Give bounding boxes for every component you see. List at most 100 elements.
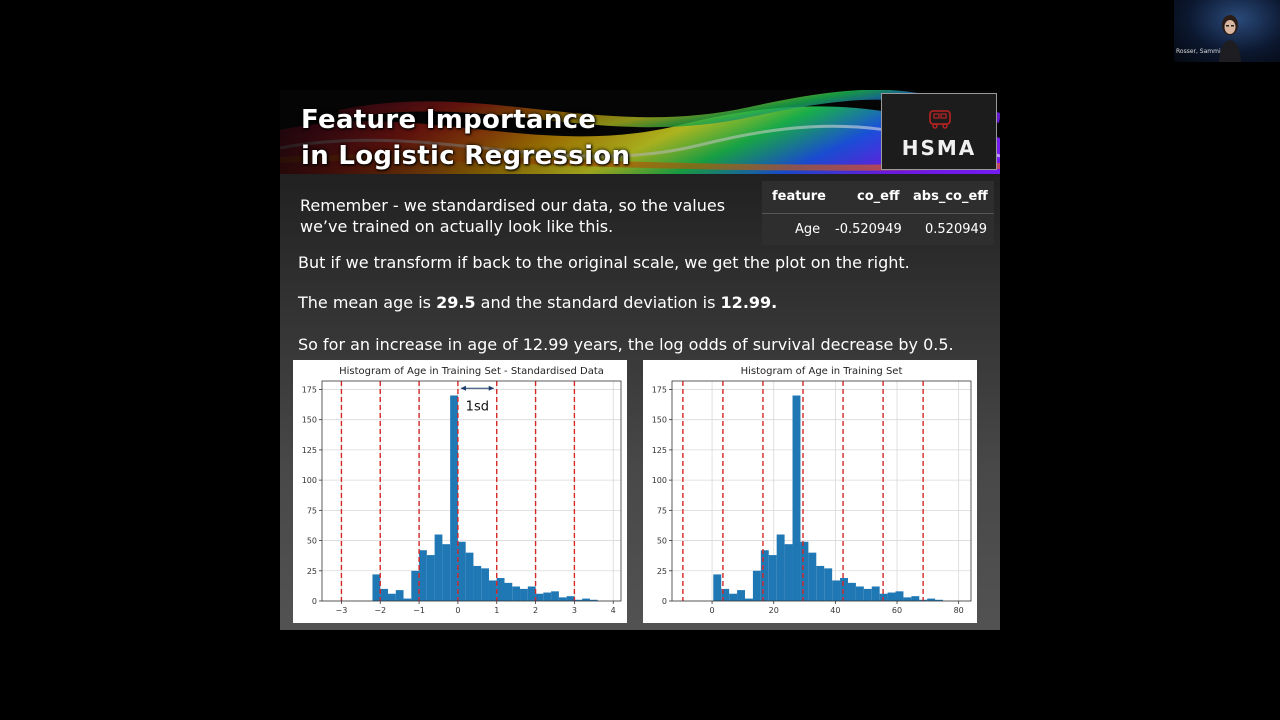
histogram-bar bbox=[847, 582, 856, 601]
histogram-bar bbox=[729, 593, 738, 601]
participant-name: Rosser, Sammi bbox=[1176, 48, 1221, 55]
y-tick-label: 100 bbox=[302, 476, 317, 485]
paragraph-transform: But if we transform if back to the origi… bbox=[298, 253, 910, 272]
histogram-bar bbox=[871, 586, 880, 601]
y-tick-label: 150 bbox=[652, 416, 667, 425]
sd-value: 12.99. bbox=[720, 293, 778, 312]
rainbow-banner-graphic bbox=[280, 90, 1000, 174]
histogram-bar bbox=[372, 574, 381, 601]
coefficient-table: feature co_eff abs_co_eff Age -0.520949 … bbox=[762, 181, 994, 245]
histogram-bar bbox=[481, 568, 489, 601]
y-tick-label: 50 bbox=[657, 537, 667, 546]
plot-frame bbox=[671, 380, 972, 602]
histogram-bar bbox=[512, 586, 521, 601]
y-tick-label: 0 bbox=[662, 597, 667, 606]
histogram-bar bbox=[784, 544, 793, 601]
x-tick-label: 0 bbox=[710, 606, 715, 615]
participant-video-tile[interactable]: Rosser, Sammi bbox=[1174, 0, 1280, 62]
sd-arrow-head-left bbox=[460, 385, 466, 391]
table-cell-coeff: -0.520949 bbox=[835, 222, 902, 237]
slide-banner: Feature Importance in Logistic Regressio… bbox=[280, 90, 1000, 174]
sd-annotation-label: 1sd bbox=[466, 399, 489, 414]
histogram-bar bbox=[434, 534, 443, 601]
paragraph-remember-line1: Remember - we standardised our data, so … bbox=[300, 196, 726, 215]
slide-title-line2: in Logistic Regression bbox=[301, 141, 631, 171]
histogram-bar bbox=[403, 598, 412, 601]
histogram-bar bbox=[450, 395, 458, 601]
histogram-bar bbox=[721, 588, 730, 601]
histogram-bar bbox=[816, 565, 825, 601]
histogram-bar bbox=[935, 599, 944, 601]
y-tick-label: 175 bbox=[302, 385, 317, 394]
x-tick-label: 60 bbox=[892, 606, 902, 615]
presentation-slide: Feature Importance in Logistic Regressio… bbox=[280, 90, 1000, 630]
histogram-bar bbox=[903, 597, 912, 601]
histogram-bar bbox=[760, 550, 769, 601]
slide-title: Feature Importance in Logistic Regressio… bbox=[301, 102, 630, 174]
table-header-coeff: co_eff bbox=[857, 189, 900, 204]
table-cell-abs-coeff: 0.520949 bbox=[925, 222, 988, 237]
histogram-bar bbox=[863, 588, 872, 601]
histogram-bar bbox=[496, 578, 505, 601]
chart-title: Histogram of Age in Training Set - Stand… bbox=[339, 366, 604, 377]
table-divider bbox=[762, 213, 994, 214]
histogram-bar bbox=[574, 599, 583, 601]
sd-arrow-head-right bbox=[488, 385, 494, 391]
histogram-bar bbox=[535, 593, 544, 601]
histogram-bar bbox=[520, 588, 528, 601]
y-tick-label: 175 bbox=[652, 385, 667, 394]
x-tick-label: 0 bbox=[455, 606, 460, 615]
histogram-standardised: Histogram of Age in Training Set - Stand… bbox=[293, 360, 627, 623]
x-tick-label: 80 bbox=[954, 606, 964, 615]
paragraph-log-odds: So for an increase in age of 12.99 years… bbox=[298, 335, 954, 354]
y-tick-label: 125 bbox=[652, 446, 667, 455]
histogram-bar bbox=[589, 599, 598, 601]
histogram-bar bbox=[776, 534, 785, 601]
y-tick-label: 75 bbox=[307, 506, 317, 515]
histogram-bar bbox=[488, 580, 497, 601]
x-tick-label: 40 bbox=[830, 606, 840, 615]
logo-text: HSMA bbox=[901, 136, 977, 160]
histogram-bar bbox=[388, 593, 396, 601]
paragraph-remember: Remember - we standardised our data, so … bbox=[300, 195, 725, 237]
chart-title: Histogram of Age in Training Set bbox=[741, 366, 903, 377]
histogram-bar bbox=[566, 596, 575, 601]
histogram-bar bbox=[457, 541, 466, 601]
histogram-bar bbox=[840, 578, 848, 601]
histogram-bar bbox=[808, 552, 817, 601]
y-tick-label: 100 bbox=[652, 476, 667, 485]
histogram-bar bbox=[713, 574, 722, 601]
histogram-bar bbox=[927, 598, 936, 601]
table-cell-feature: Age bbox=[795, 222, 821, 237]
histogram-bar bbox=[411, 570, 420, 601]
histogram-bar bbox=[832, 580, 841, 601]
mean-sd-text-c: and the standard deviation is bbox=[475, 293, 721, 312]
histogram-bar bbox=[558, 597, 567, 601]
x-tick-label: 3 bbox=[572, 606, 577, 615]
hsma-logo: HSMA bbox=[881, 93, 997, 170]
y-tick-label: 125 bbox=[302, 446, 317, 455]
x-tick-label: −3 bbox=[336, 606, 348, 615]
y-tick-label: 0 bbox=[312, 597, 317, 606]
slide-title-line1: Feature Importance bbox=[301, 105, 597, 135]
histogram-bar bbox=[442, 544, 451, 601]
histogram-bar bbox=[792, 395, 801, 601]
y-tick-label: 150 bbox=[302, 416, 317, 425]
x-tick-label: 1 bbox=[494, 606, 499, 615]
histogram-bar bbox=[855, 586, 864, 601]
table-header-abs-coeff: abs_co_eff bbox=[913, 189, 988, 204]
histogram-bar bbox=[426, 555, 435, 601]
x-tick-label: 4 bbox=[611, 606, 616, 615]
y-tick-label: 50 bbox=[307, 537, 317, 546]
x-tick-label: −1 bbox=[413, 606, 425, 615]
histogram-bar bbox=[380, 588, 389, 601]
histogram-bar bbox=[543, 592, 552, 601]
paragraph-mean-sd: The mean age is 29.5 and the standard de… bbox=[298, 292, 777, 313]
histogram-original-scale: Histogram of Age in Training Set 0 20 40 60 8… bbox=[643, 360, 977, 623]
histogram-bar bbox=[752, 570, 761, 601]
histogram-bar bbox=[504, 582, 513, 601]
table-header-feature: feature bbox=[772, 189, 826, 204]
histogram-bar bbox=[744, 598, 753, 601]
x-tick-label: 2 bbox=[533, 606, 538, 615]
histogram-bar bbox=[395, 590, 404, 601]
